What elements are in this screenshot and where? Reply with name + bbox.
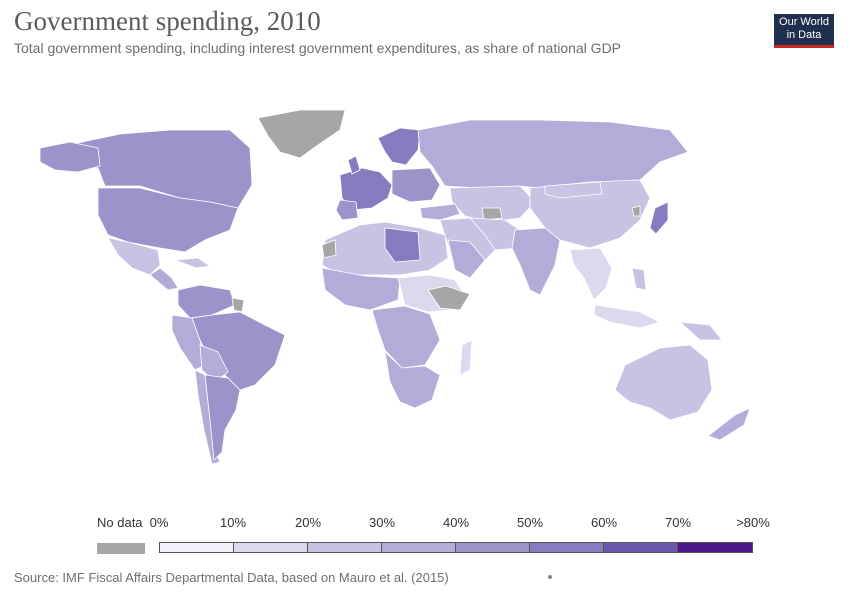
region-mexico[interactable]: [107, 237, 161, 276]
region-madagascar[interactable]: [459, 339, 473, 376]
region-guianas[interactable]: [231, 297, 245, 313]
region-eastern-europe[interactable]: [391, 167, 441, 203]
legend-bin-50-60[interactable]: [529, 542, 604, 553]
region-southern-africa[interactable]: [384, 350, 441, 409]
region-new-zealand[interactable]: [707, 407, 751, 441]
logo-line-2: in Data: [786, 29, 822, 41]
map-legend: No data 0% 10% 20% 30% 40% 50% 60% 70% >…: [0, 510, 850, 560]
region-southeast-asia[interactable]: [569, 247, 613, 301]
region-saudi-arabia[interactable]: [447, 239, 486, 279]
legend-bin-70-80[interactable]: [677, 542, 753, 553]
region-caribbean[interactable]: [174, 257, 212, 269]
legend-tick: 50%: [516, 515, 544, 530]
region-papua-new-guinea[interactable]: [678, 321, 723, 341]
region-central-africa[interactable]: [371, 305, 441, 369]
region-turkey[interactable]: [419, 203, 461, 221]
legend-bin-30-40[interactable]: [381, 542, 456, 553]
region-turkmenistan[interactable]: [481, 207, 503, 221]
chart-subtitle: Total government spending, including int…: [14, 40, 622, 56]
legend-tick: 0%: [149, 515, 169, 530]
owid-logo[interactable]: Our World in Data: [774, 14, 834, 48]
region-west-africa[interactable]: [321, 267, 401, 311]
region-australia[interactable]: [614, 344, 713, 421]
legend-bin-10-20[interactable]: [233, 542, 308, 553]
timeline-dot[interactable]: [548, 575, 552, 579]
region-central-america[interactable]: [149, 267, 179, 291]
region-horn-of-africa[interactable]: [427, 285, 471, 311]
region-mongolia[interactable]: [544, 181, 603, 199]
region-greenland[interactable]: [257, 109, 346, 159]
legend-tick: >80%: [736, 515, 770, 530]
chart-title: Government spending, 2010: [14, 6, 321, 36]
region-philippines[interactable]: [631, 267, 647, 291]
legend-bin-20-30[interactable]: [307, 542, 382, 553]
region-japan[interactable]: [649, 201, 669, 235]
legend-no-data-label: No data: [97, 515, 143, 530]
region-india[interactable]: [511, 227, 561, 296]
region-uk[interactable]: [347, 155, 361, 175]
legend-bin-40-50[interactable]: [455, 542, 530, 553]
world-map[interactable]: [0, 90, 850, 490]
region-north-korea[interactable]: [631, 205, 641, 217]
legend-bin-60-70[interactable]: [603, 542, 678, 553]
source-note: Source: IMF Fiscal Affairs Departmental …: [14, 570, 449, 585]
logo-line-1: Our World: [779, 16, 829, 28]
legend-bin-0-10[interactable]: [159, 542, 234, 553]
region-usa[interactable]: [97, 187, 239, 253]
legend-no-data-swatch[interactable]: [97, 543, 145, 554]
legend-tick: 30%: [368, 515, 396, 530]
region-iberia[interactable]: [335, 199, 359, 221]
legend-tick: 60%: [590, 515, 618, 530]
legend-tick: 20%: [294, 515, 322, 530]
legend-tick: 40%: [442, 515, 470, 530]
region-colombia-venezuela[interactable]: [177, 284, 236, 319]
region-indonesia[interactable]: [593, 304, 662, 329]
region-argentina[interactable]: [204, 374, 241, 461]
region-libya[interactable]: [384, 227, 421, 263]
legend-tick: 70%: [664, 515, 692, 530]
legend-tick: 10%: [219, 515, 247, 530]
region-alaska[interactable]: [39, 141, 101, 173]
region-russia[interactable]: [417, 119, 689, 191]
region-scandinavia[interactable]: [377, 127, 421, 166]
region-western-sahara[interactable]: [321, 239, 337, 259]
